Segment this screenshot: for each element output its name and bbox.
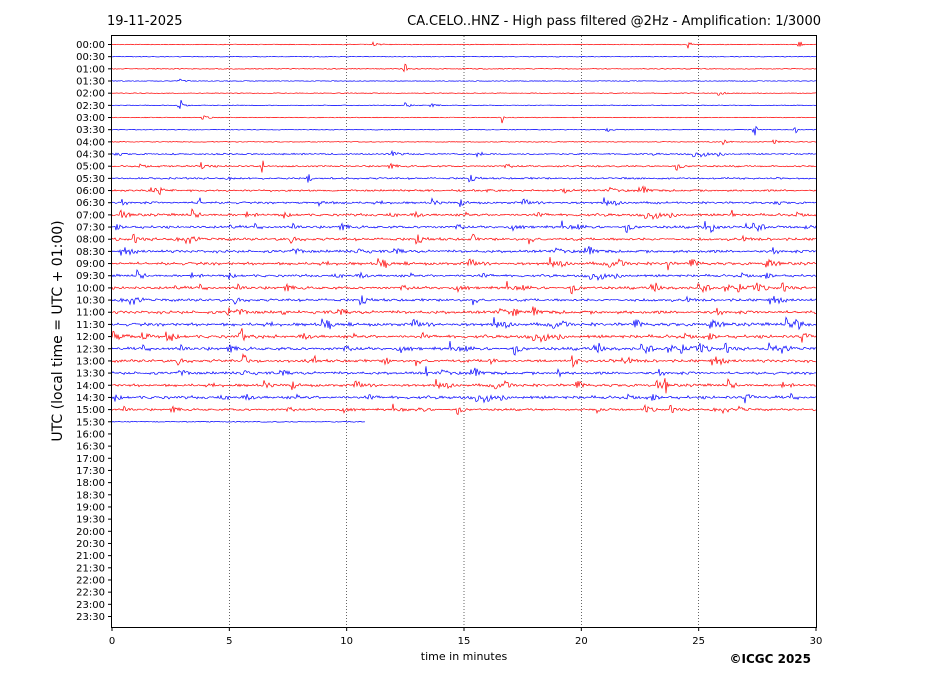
trace-row [111, 125, 817, 136]
trace-row [111, 149, 817, 158]
row-label: 23:30 [76, 612, 105, 623]
row-label: 15:30 [76, 417, 105, 428]
row-label: 11:30 [76, 320, 105, 331]
row-label: 06:30 [76, 198, 105, 209]
row-label: 02:30 [76, 101, 105, 112]
row-label: 12:30 [76, 344, 105, 355]
chart-title: CA.CELO..HNZ - High pass filtered @2Hz -… [407, 14, 821, 29]
row-label: 17:00 [76, 454, 105, 465]
row-label: 09:30 [76, 271, 105, 282]
x-axis-ticks: 0 5 10 15 20 25 30 [109, 627, 823, 647]
x-tick-label: 10 [340, 636, 353, 647]
row-label: 12:00 [76, 332, 105, 343]
row-label: 11:00 [76, 308, 105, 319]
x-tick-label: 15 [458, 636, 471, 647]
trace-row [111, 420, 366, 423]
trace-row [111, 341, 816, 356]
trace-row [111, 306, 817, 317]
y-axis-label: UTC (local time = UTC + 01:00) [50, 220, 66, 441]
row-label: 04:30 [76, 150, 105, 161]
row-label: 05:30 [76, 174, 105, 185]
plot-frame [111, 35, 817, 628]
row-label: 16:00 [76, 429, 105, 440]
row-label: 01:30 [76, 77, 105, 88]
row-label: 02:00 [76, 89, 105, 100]
trace-row [111, 328, 817, 343]
trace-row [111, 99, 816, 109]
trace-row [111, 185, 817, 196]
row-label: 08:30 [76, 247, 105, 258]
row-label: 13:30 [76, 369, 105, 380]
trace-row [111, 269, 817, 281]
x-tick-label: 20 [575, 636, 588, 647]
row-label: 14:30 [76, 393, 105, 404]
trace-row [111, 78, 817, 83]
row-label: 21:30 [76, 563, 105, 574]
row-label: 10:00 [76, 283, 105, 294]
trace-row [111, 115, 816, 124]
row-label: 21:00 [76, 551, 105, 562]
row-label: 05:00 [76, 162, 105, 173]
trace-row [111, 220, 817, 234]
x-tick-label: 5 [226, 636, 232, 647]
row-label: 22:00 [76, 575, 105, 586]
x-tick-label: 0 [109, 636, 115, 647]
row-label: 04:00 [76, 137, 105, 148]
trace-row [111, 160, 817, 173]
row-label: 01:00 [76, 64, 105, 75]
row-label: 18:00 [76, 478, 105, 489]
row-label: 07:00 [76, 210, 105, 221]
row-label: 19:30 [76, 515, 105, 526]
trace-row [111, 352, 817, 369]
trace-row [111, 403, 817, 416]
row-label: 09:00 [76, 259, 105, 270]
trace-row [111, 392, 817, 404]
chart-date: 19-11-2025 [107, 14, 183, 29]
row-label: 18:30 [76, 490, 105, 501]
row-label: 00:00 [76, 40, 105, 51]
row-label: 23:00 [76, 600, 105, 611]
row-label: 19:00 [76, 502, 105, 513]
row-label: 03:00 [76, 113, 105, 124]
row-label: 20:00 [76, 527, 105, 538]
trace-row [111, 197, 817, 207]
row-label: 13:00 [76, 356, 105, 367]
row-label: 17:30 [76, 466, 105, 477]
x-tick-label: 30 [810, 636, 823, 647]
row-label: 00:30 [76, 52, 105, 63]
trace-row [111, 208, 817, 221]
trace-row [111, 91, 816, 96]
row-label: 08:00 [76, 235, 105, 246]
row-label: 07:30 [76, 223, 105, 234]
trace-row [111, 139, 817, 146]
trace-row [111, 246, 817, 256]
seismic-traces [111, 41, 817, 423]
row-label: 22:30 [76, 588, 105, 599]
row-label: 14:00 [76, 381, 105, 392]
row-label: 16:30 [76, 442, 105, 453]
trace-row [111, 256, 816, 271]
copyright-text: ©ICGC 2025 [729, 652, 811, 666]
trace-row [111, 63, 817, 73]
trace-row [111, 174, 817, 183]
vertical-gridlines [229, 36, 699, 627]
trace-row [111, 295, 817, 306]
trace-row [111, 233, 817, 245]
row-label: 10:30 [76, 296, 105, 307]
trace-row [111, 41, 817, 49]
trace-row [111, 378, 817, 394]
x-tick-label: 25 [692, 636, 705, 647]
row-label: 15:00 [76, 405, 105, 416]
trace-row [111, 316, 817, 331]
row-label: 06:00 [76, 186, 105, 197]
x-axis-label: time in minutes [421, 650, 508, 663]
row-label: 20:30 [76, 539, 105, 550]
row-label: 03:30 [76, 125, 105, 136]
trace-row [111, 55, 817, 58]
trace-row [111, 280, 817, 295]
trace-row [111, 366, 817, 378]
